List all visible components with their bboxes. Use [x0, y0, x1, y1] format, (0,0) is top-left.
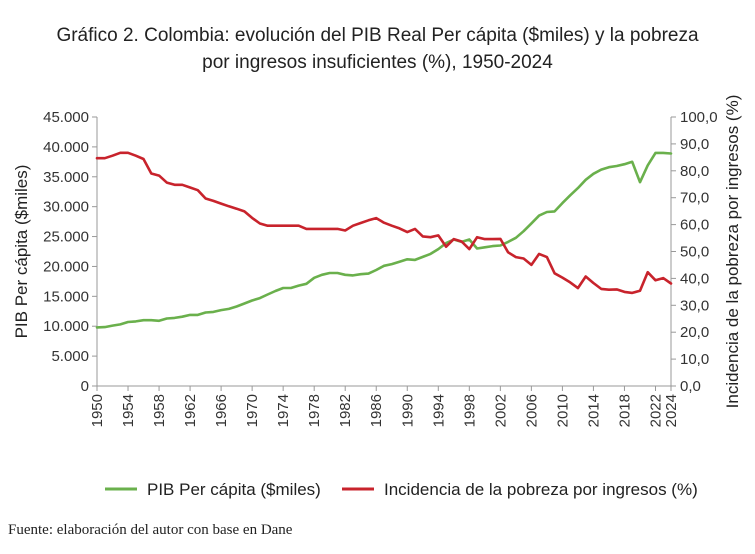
y2-axis-title: Incidencia de la pobreza por ingresos (%… [723, 95, 742, 409]
series-line-pib [95, 151, 673, 329]
y-tick-label: 40.000 [43, 139, 89, 156]
y-tick-label: 10.000 [43, 318, 89, 335]
x-tick-label: 2006 [523, 394, 540, 427]
x-tick-label: 1950 [89, 394, 106, 427]
chart-legend: PIB Per cápita ($miles) Incidencia de la … [105, 480, 698, 499]
y-tick-label: 30.000 [43, 199, 89, 216]
y-tick-label: 20.000 [43, 258, 89, 275]
y2-tick-label: 100,0 [680, 109, 718, 126]
y-tick-label: 25.000 [43, 229, 89, 246]
x-tick-label: 1998 [461, 394, 478, 427]
y2-tick-label: 80,0 [680, 163, 709, 180]
chart-title: Gráfico 2. Colombia: evolución del PIB R… [0, 22, 755, 76]
y2-tick-label: 40,0 [680, 270, 709, 287]
chart-series [95, 151, 673, 329]
x-tick-label: 1970 [244, 394, 261, 427]
x-tick-label: 2002 [492, 394, 509, 427]
y2-tick-label: 70,0 [680, 190, 709, 207]
y-tick-label: 0 [81, 378, 89, 395]
x-tick-label: 2022 [647, 394, 664, 427]
y2-tick-label: 20,0 [680, 324, 709, 341]
y-tick-label: 5.000 [51, 348, 89, 365]
x-tick-label: 1982 [337, 394, 354, 427]
x-tick-label: 2018 [616, 394, 633, 427]
legend-item-pobreza-label: Incidencia de la pobreza por ingresos (%… [384, 480, 698, 499]
chart-title-line2: por ingresos insuficientes (%), 1950-202… [202, 52, 553, 73]
x-tick-label: 1986 [368, 394, 385, 427]
x-tick-label: 1994 [430, 394, 447, 427]
y2-tick-label: 60,0 [680, 217, 709, 234]
y-tick-label: 15.000 [43, 288, 89, 305]
x-tick-label: 2010 [554, 394, 571, 427]
x-tick-label: 1962 [182, 394, 199, 427]
y2-tick-label: 50,0 [680, 244, 709, 261]
y2-tick-label: 90,0 [680, 136, 709, 153]
y-tick-label: 45.000 [43, 109, 89, 126]
x-tick-label: 2024 [663, 394, 680, 427]
x-tick-label: 1974 [275, 394, 292, 427]
legend-item-pib-label: PIB Per cápita ($miles) [147, 480, 321, 499]
y2-tick-label: 30,0 [680, 297, 709, 314]
y2-tick-label: 0,0 [680, 378, 701, 395]
chart-axes: 0 5.000 10.000 15.000 20.000 25.000 30.000 35.0… [12, 95, 742, 428]
y-axis-title: PIB Per cápita ($miles) [12, 165, 31, 339]
source-note: Fuente: elaboración del autor con base e… [8, 522, 293, 538]
chart-title-line1: Gráfico 2. Colombia: evolución del PIB R… [56, 25, 699, 46]
x-tick-label: 1966 [213, 394, 230, 427]
series-line-pobreza [95, 151, 673, 295]
x-tick-label: 1990 [399, 394, 416, 427]
x-tick-label: 1978 [306, 394, 323, 427]
x-tick-label: 1958 [151, 394, 168, 427]
x-tick-label: 1954 [120, 394, 137, 427]
y-tick-label: 35.000 [43, 169, 89, 186]
x-tick-label: 2014 [585, 394, 602, 427]
y2-tick-label: 10,0 [680, 351, 709, 368]
